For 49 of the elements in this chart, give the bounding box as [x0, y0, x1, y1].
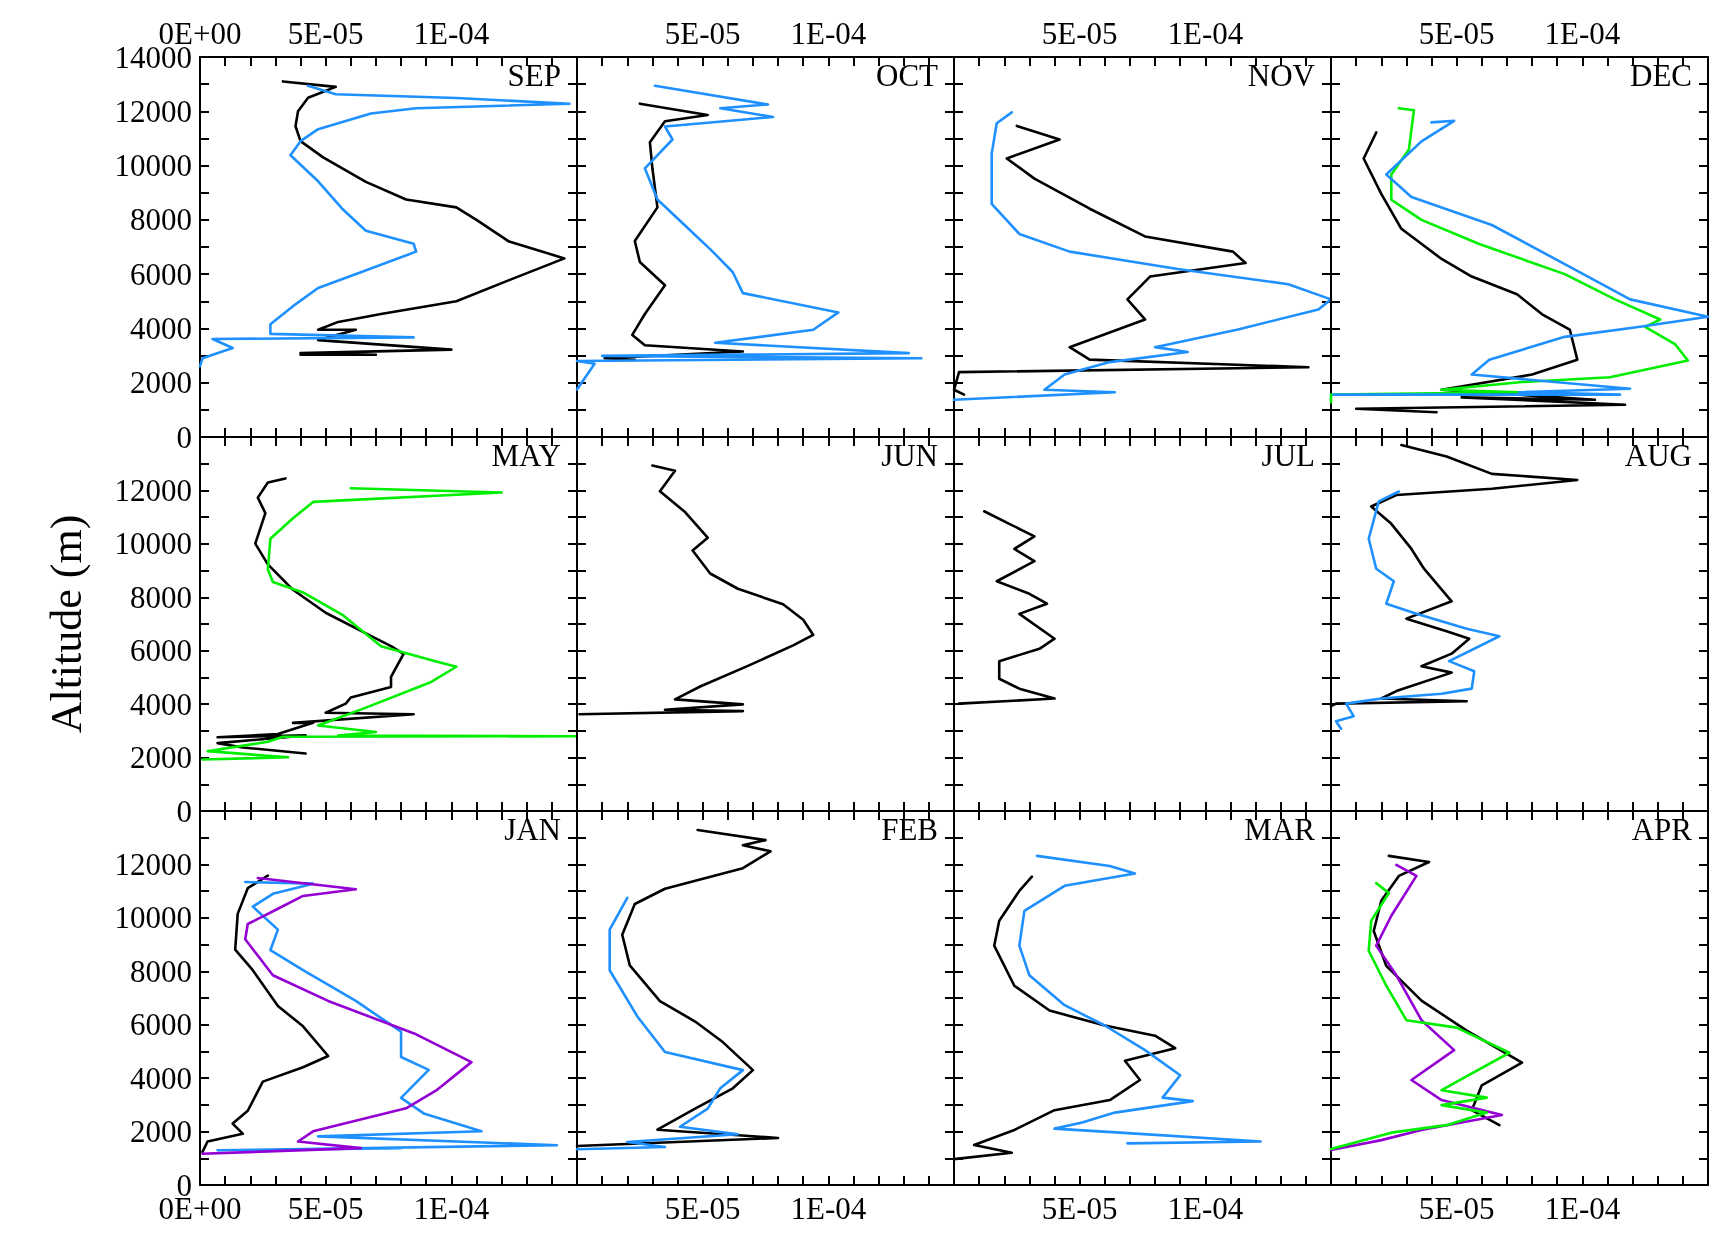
- x-tick-label: 1E-04: [1544, 16, 1621, 51]
- y-tick-label: 12000: [114, 93, 192, 129]
- annotation: MAR: [1244, 812, 1316, 847]
- x-tick-label: 1E-04: [1167, 16, 1244, 51]
- annotation: JUL: [1261, 438, 1315, 473]
- y-tick-label: 12000: [114, 846, 192, 882]
- annotation: JAN: [504, 812, 562, 847]
- annotation: DEC: [1630, 58, 1692, 93]
- y-axis-title: Altitude (m): [41, 514, 91, 734]
- annotation: FEB: [881, 812, 939, 847]
- x-tick-label: 5E-05: [287, 16, 364, 51]
- y-tick-label: 4000: [130, 1060, 192, 1096]
- y-tick-label: 10000: [114, 148, 192, 184]
- x-tick-label: 5E-05: [1418, 1191, 1495, 1226]
- y-tick-label: 6000: [130, 1007, 192, 1043]
- x-tick-label: 1E-04: [413, 1191, 490, 1226]
- y-tick-label: 0: [176, 419, 192, 455]
- y-tick-label: 12000: [114, 472, 192, 508]
- x-tick-label: 5E-05: [1418, 16, 1495, 51]
- y-tick-label: 2000: [130, 365, 192, 401]
- y-tick-label: 2000: [130, 740, 192, 776]
- y-tick-label: 6000: [130, 633, 192, 669]
- annotation: MAY: [491, 438, 562, 473]
- y-tick-label: 10000: [114, 526, 192, 562]
- y-tick-label: 8000: [130, 202, 192, 238]
- annotation: JUN: [881, 438, 939, 473]
- x-tick-label: 5E-05: [1041, 16, 1118, 51]
- annotation: APR: [1631, 812, 1693, 847]
- x-tick-label: 1E-04: [1544, 1191, 1621, 1226]
- annotation: OCT: [876, 58, 939, 93]
- x-tick-label: 5E-05: [1041, 1191, 1118, 1226]
- x-tick-label: 1E-04: [1167, 1191, 1244, 1226]
- y-tick-label: 8000: [130, 579, 192, 615]
- y-tick-label: 2000: [130, 1114, 192, 1150]
- annotation: NOV: [1247, 58, 1316, 93]
- x-tick-label: 1E-04: [790, 1191, 867, 1226]
- y-tick-label: 4000: [130, 686, 192, 722]
- x-tick-label: 5E-05: [287, 1191, 364, 1226]
- x-tick-label: 1E-04: [790, 16, 867, 51]
- y-tick-label: 10000: [114, 900, 192, 936]
- annotation: AUG: [1624, 438, 1693, 473]
- y-tick-label: 4000: [130, 310, 192, 346]
- x-tick-label: 1E-04: [413, 16, 490, 51]
- x-tick-label: 5E-05: [664, 16, 741, 51]
- y-tick-label: 6000: [130, 256, 192, 292]
- y-tick-label: 8000: [130, 953, 192, 989]
- x-tick-label: 5E-05: [664, 1191, 741, 1226]
- annotation: SEP: [507, 58, 561, 93]
- y-tick-label: 0: [176, 793, 192, 829]
